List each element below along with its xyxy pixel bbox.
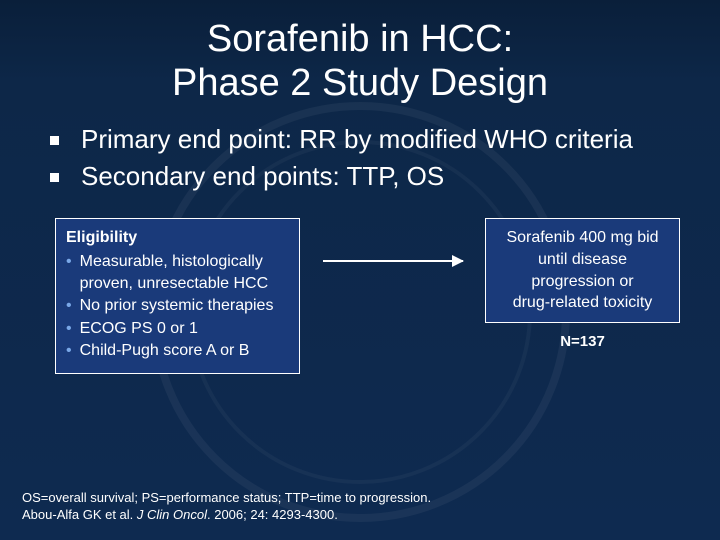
treatment-line: Sorafenib 400 mg bid (492, 227, 673, 249)
bullet-item: Secondary end points: TTP, OS (50, 160, 680, 193)
flow-arrow-container (300, 218, 485, 262)
dot-bullet-icon: • (66, 251, 72, 294)
footnote: OS=overall survival; PS=performance stat… (22, 489, 698, 524)
eligibility-item: • Child-Pugh score A or B (66, 340, 289, 362)
abbreviations: OS=overall survival; PS=performance stat… (22, 489, 698, 507)
slide-title: Sorafenib in HCC: Phase 2 Study Design (0, 0, 720, 115)
sample-size-label: N=137 (560, 333, 605, 350)
title-line-2: Phase 2 Study Design (172, 62, 548, 104)
eligibility-text: No prior systemic therapies (80, 295, 289, 317)
eligibility-text: ECOG PS 0 or 1 (80, 318, 289, 340)
square-bullet-icon (50, 136, 59, 145)
treatment-line: until disease (492, 249, 673, 271)
eligibility-item: • Measurable, histologically proven, unr… (66, 251, 289, 294)
treatment-column: Sorafenib 400 mg bid until disease progr… (485, 218, 680, 349)
dot-bullet-icon: • (66, 340, 72, 362)
citation-author: Abou-Alfa GK et al. (22, 507, 137, 522)
bullet-item: Primary end point: RR by modified WHO cr… (50, 123, 680, 156)
square-bullet-icon (50, 173, 59, 182)
eligibility-text: Child-Pugh score A or B (80, 340, 289, 362)
eligibility-text: Measurable, histologically proven, unres… (80, 251, 289, 294)
citation-tail: . 2006; 24: 4293-4300. (207, 507, 338, 522)
arrow-right-icon (323, 260, 463, 262)
dot-bullet-icon: • (66, 295, 72, 317)
bullet-text: Secondary end points: TTP, OS (81, 160, 444, 193)
study-flow-diagram: Eligibility • Measurable, histologically… (0, 206, 720, 374)
citation: Abou-Alfa GK et al. J Clin Oncol. 2006; … (22, 506, 698, 524)
title-line-1: Sorafenib in HCC: (207, 18, 513, 60)
eligibility-item: • ECOG PS 0 or 1 (66, 318, 289, 340)
treatment-line: progression or (492, 271, 673, 293)
citation-journal: J Clin Oncol (137, 507, 207, 522)
endpoint-bullets: Primary end point: RR by modified WHO cr… (0, 115, 720, 206)
treatment-line: drug-related toxicity (492, 292, 673, 314)
dot-bullet-icon: • (66, 318, 72, 340)
bullet-text: Primary end point: RR by modified WHO cr… (81, 123, 633, 156)
eligibility-item: • No prior systemic therapies (66, 295, 289, 317)
treatment-box: Sorafenib 400 mg bid until disease progr… (485, 218, 680, 322)
eligibility-box: Eligibility • Measurable, histologically… (55, 218, 300, 374)
eligibility-heading: Eligibility (66, 227, 289, 249)
